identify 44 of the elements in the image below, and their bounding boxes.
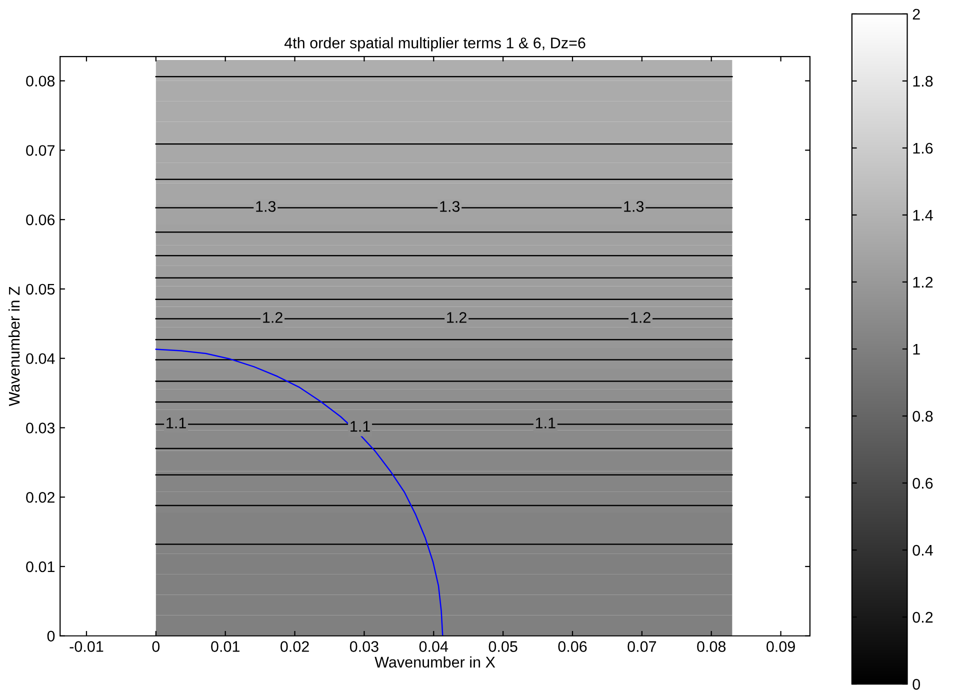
chart-title: 4th order spatial multiplier terms 1 & 6, Dz=6 [284,37,586,52]
color-bar-label: 0.2 [912,612,933,623]
y-axis-title: Wavenumber in Z [8,286,20,406]
color-bar-label: 1.4 [913,210,933,221]
x-tick-label: 0.08 [697,641,726,652]
x-tick-label: 0.03 [350,641,378,652]
y-tick-label: 0.08 [26,76,55,87]
annotation: 1.2 [631,312,650,323]
x-tick-label: 0 [152,641,160,652]
color-bar-label: 1 [913,344,920,355]
annotation: 1.3 [440,201,460,212]
x-tick-label: -0.01 [70,641,104,652]
color-bar-label: 1.2 [913,276,933,288]
color-bar-label: 1.8 [913,76,933,87]
annotation: 1.1 [166,418,186,428]
x-tick-label: 0.02 [280,641,309,652]
y-tick-label: 0 [47,630,55,642]
annotation: 1.2 [447,312,466,323]
line-series [155,348,444,636]
y-tick-label: 0.04 [26,353,55,364]
color-bar-label: 2 [912,8,920,20]
color-bar-label: 0.8 [912,410,933,422]
x-tick-label: 0.06 [558,641,587,652]
annotation: 1.1 [536,418,556,428]
y-tick-label: 0.03 [26,422,55,434]
annotation: 1.1 [350,421,370,432]
color-bar-label: 0.6 [912,478,933,489]
color-bar-label: 0.4 [912,544,933,556]
annotation: 1.3 [256,201,276,212]
y-tick-label: 0.07 [26,145,54,156]
y-tick-label: 0.06 [26,214,55,226]
y-tick-label: 0.05 [26,284,55,295]
color-bar-label: 1.6 [913,142,933,154]
x-axis-title: Wavenumber in X [374,656,496,668]
x-tick-label: 0.01 [211,641,240,652]
x-tick-label: 0.04 [419,641,448,652]
x-tick-label: 0.09 [766,641,795,652]
annotation: 1.3 [624,201,644,212]
y-tick-label: 0.01 [26,561,54,572]
annotation: 1.2 [263,312,282,323]
x-tick-label: 0.05 [488,641,518,652]
y-tick-label: 0.02 [26,492,54,503]
x-tick-label: 0.07 [628,641,656,652]
color-bar-label: 0 [912,678,920,690]
